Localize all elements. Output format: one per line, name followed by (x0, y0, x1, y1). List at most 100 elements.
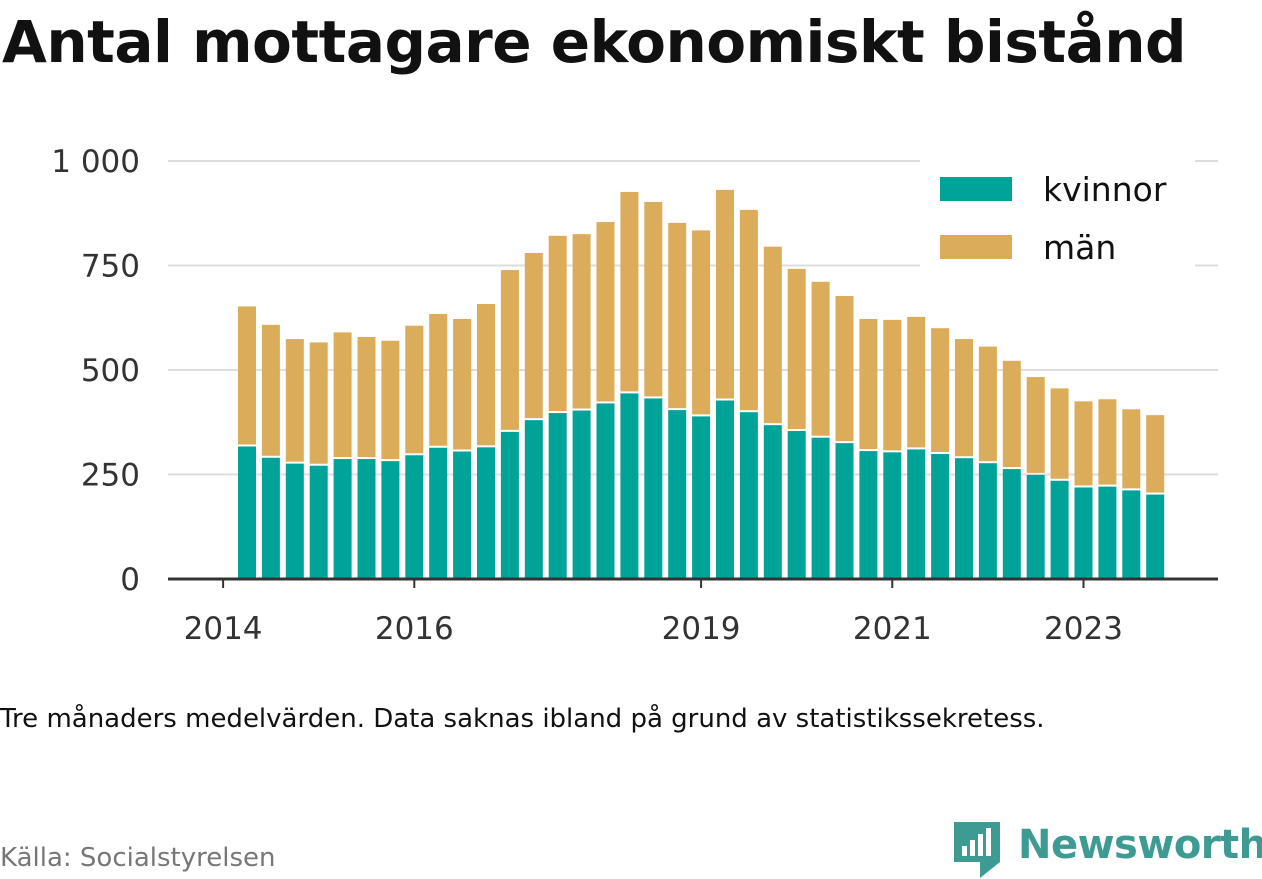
bar-man (1074, 401, 1093, 486)
bar-kvinnor (835, 443, 854, 579)
bars (238, 189, 1165, 579)
y-tick-label: 0 (120, 562, 140, 598)
newsworthy-logo: Newsworthy (950, 818, 1262, 878)
bar-kvinnor (453, 451, 472, 579)
bar-kvinnor (787, 431, 806, 579)
bar-man (405, 325, 424, 454)
bar-kvinnor (596, 403, 615, 579)
bar-man (1098, 399, 1117, 485)
bar-kvinnor (716, 400, 734, 579)
chart-note: Tre månaders medelvärden. Data saknas ib… (0, 704, 1045, 734)
x-tick-label: 2016 (375, 611, 454, 647)
bar-kvinnor (859, 451, 878, 579)
bar-man (548, 235, 567, 412)
bar-kvinnor (1146, 494, 1165, 579)
bar-kvinnor (620, 393, 639, 579)
bar-man (357, 336, 376, 458)
bar-kvinnor (524, 420, 543, 579)
newsworthy-logo-icon (954, 822, 1000, 878)
y-tick-label: 750 (81, 249, 140, 285)
bar-man (763, 246, 782, 424)
bar-kvinnor (572, 410, 591, 579)
bar-man (309, 342, 328, 464)
y-tick-label: 1 000 (51, 144, 140, 180)
bar-man (883, 319, 902, 451)
bar-kvinnor (405, 455, 424, 579)
legend: kvinnor män (920, 158, 1195, 270)
x-tick-label: 2023 (1044, 611, 1123, 647)
bar-man (477, 303, 495, 446)
bar-man (333, 332, 352, 458)
bar-man (1002, 360, 1021, 468)
bar-kvinnor (883, 452, 902, 579)
bar-man (859, 319, 878, 450)
bar-kvinnor (931, 454, 950, 579)
bar-man (572, 234, 591, 409)
y-axis-ticks: 0 250 500 750 1 000 (51, 144, 140, 598)
bar-kvinnor (739, 412, 758, 579)
x-axis: 2014 2016 2019 2021 2023 (168, 577, 1218, 647)
brand-name: Newsworthy (1018, 822, 1262, 868)
legend-swatch (940, 235, 1012, 259)
bar-kvinnor (668, 410, 687, 579)
y-tick-label: 250 (81, 458, 140, 494)
x-tick-label: 2021 (853, 611, 932, 647)
bar-kvinnor (1098, 486, 1117, 579)
bar-kvinnor (811, 437, 830, 579)
bar-kvinnor (907, 449, 926, 579)
x-tick-label: 2014 (184, 611, 263, 647)
bar-man (692, 230, 711, 415)
bar-kvinnor (955, 458, 973, 579)
bar-man (955, 339, 973, 457)
bar-man (978, 346, 997, 462)
bar-man (835, 296, 854, 442)
bar-man (500, 270, 519, 430)
bar-man (716, 189, 734, 399)
legend-swatch (940, 177, 1012, 201)
bar-kvinnor (1074, 487, 1093, 579)
bar-man (1122, 409, 1141, 489)
stacked-bar-chart: 0 250 500 750 1 000 2014 2016 2019 2021 2023 kvi… (51, 144, 1218, 647)
bar-kvinnor (285, 463, 304, 579)
bar-man (285, 339, 304, 462)
bar-kvinnor (644, 398, 663, 579)
bar-man (931, 328, 950, 453)
bar-man (429, 313, 448, 446)
bar-kvinnor (238, 446, 256, 579)
bar-man (620, 191, 639, 392)
bar-man (644, 201, 663, 397)
bar-kvinnor (333, 459, 352, 579)
bar-man (811, 281, 830, 436)
bar-kvinnor (381, 461, 400, 579)
bar-kvinnor (261, 457, 280, 579)
bar-man (238, 306, 256, 445)
bar-kvinnor (1050, 480, 1069, 579)
bar-man (596, 222, 615, 402)
bar-kvinnor (1122, 490, 1141, 579)
bar-man (739, 209, 758, 411)
legend-label: män (1043, 228, 1116, 267)
bar-kvinnor (692, 416, 711, 579)
bar-kvinnor (429, 447, 448, 579)
x-tick-label: 2019 (662, 611, 741, 647)
bar-kvinnor (763, 425, 782, 579)
bar-man (668, 222, 687, 409)
bar-kvinnor (1002, 469, 1021, 579)
bar-man (524, 252, 543, 419)
bar-man (261, 324, 280, 456)
bar-kvinnor (978, 463, 997, 579)
bar-man (1026, 377, 1045, 473)
bar-kvinnor (357, 459, 376, 579)
bar-kvinnor (548, 413, 567, 579)
y-tick-label: 500 (81, 353, 140, 389)
legend-label: kvinnor (1043, 170, 1167, 209)
bar-kvinnor (1026, 474, 1045, 579)
source-text: Källa: Socialstyrelsen (0, 843, 276, 873)
bar-man (381, 340, 400, 460)
bar-man (907, 316, 926, 448)
bar-man (1050, 388, 1069, 479)
bar-kvinnor (309, 465, 328, 579)
bar-kvinnor (500, 431, 519, 579)
bar-kvinnor (477, 447, 495, 579)
bar-man (453, 319, 472, 450)
